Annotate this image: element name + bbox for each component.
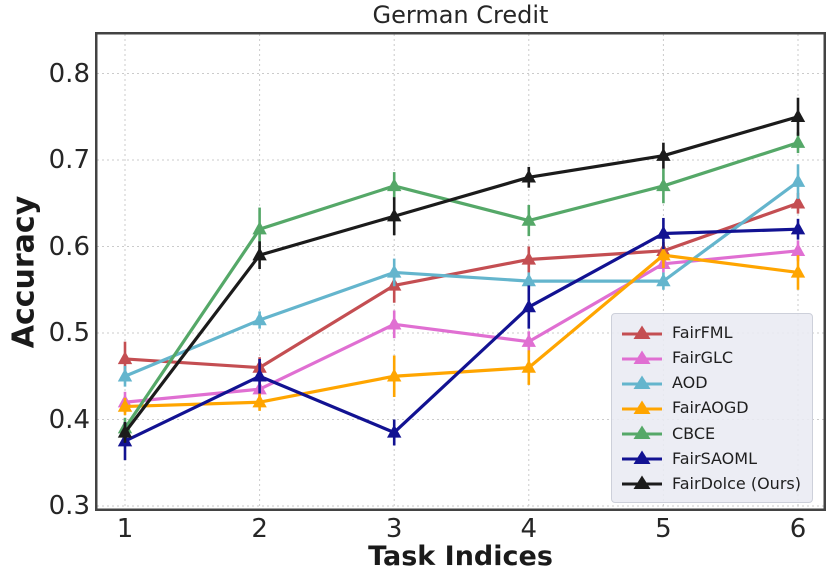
legend-marker-triangle-icon bbox=[622, 400, 662, 414]
legend-label: FairFML bbox=[672, 323, 733, 342]
y-tick-label: 0.3 bbox=[48, 491, 90, 521]
data-point-marker bbox=[252, 247, 267, 261]
legend-entry: FairGLC bbox=[620, 345, 802, 370]
x-tick-label: 3 bbox=[385, 514, 403, 544]
legend-entry: AOD bbox=[620, 370, 802, 395]
series-line bbox=[123, 180, 800, 378]
legend: FairFML FairGLC AOD FairAOGD CBCE FairSAOML Fa… bbox=[611, 313, 813, 503]
data-point-marker bbox=[521, 299, 536, 313]
data-point-marker bbox=[387, 208, 402, 222]
data-point-marker bbox=[252, 394, 267, 408]
series-fairdolce-ours- bbox=[117, 97, 806, 443]
legend-marker-triangle-icon bbox=[622, 350, 662, 364]
data-point-marker bbox=[387, 316, 402, 330]
series-aod bbox=[117, 164, 806, 387]
data-point-marker bbox=[790, 243, 806, 257]
series-fairsaoml bbox=[117, 217, 806, 461]
data-point-marker bbox=[387, 178, 402, 192]
legend-label: FairGLC bbox=[672, 348, 734, 368]
data-point-marker bbox=[790, 264, 806, 278]
data-point-marker bbox=[521, 273, 536, 287]
legend-entry: FairAOGD bbox=[620, 395, 802, 420]
data-point-marker bbox=[521, 212, 536, 226]
data-point-marker bbox=[252, 368, 267, 382]
legend-entry: CBCE bbox=[620, 421, 802, 446]
data-point-marker bbox=[656, 147, 671, 161]
x-tick-label: 4 bbox=[520, 514, 538, 544]
data-point-marker bbox=[521, 251, 536, 265]
legend-label: FairSAOML bbox=[672, 448, 757, 468]
data-point-marker bbox=[656, 247, 671, 261]
x-tick-label: 1 bbox=[116, 514, 134, 544]
data-point-marker bbox=[656, 178, 671, 192]
data-point-marker bbox=[790, 134, 806, 148]
x-axis-label: Task Indices bbox=[368, 541, 553, 572]
data-point-marker bbox=[656, 273, 671, 287]
data-point-marker bbox=[521, 359, 536, 373]
legend-entry: FairFML bbox=[620, 320, 802, 345]
y-tick-label: 0.5 bbox=[48, 318, 90, 348]
legend-label: FairAOGD bbox=[672, 398, 749, 418]
series-line bbox=[123, 249, 800, 404]
legend-label: CBCE bbox=[672, 423, 716, 443]
legend-marker-triangle-icon bbox=[622, 375, 662, 389]
plot-border bbox=[95, 32, 826, 511]
legend-marker-triangle-icon bbox=[622, 475, 662, 490]
data-point-marker bbox=[117, 424, 133, 438]
plot-area bbox=[95, 32, 826, 511]
x-tick-label: 2 bbox=[251, 514, 268, 544]
data-point-marker bbox=[252, 312, 267, 326]
x-tick-label: 5 bbox=[655, 514, 672, 544]
legend-entry: FairDolce (Ours) bbox=[620, 471, 802, 496]
data-point-marker bbox=[521, 169, 536, 183]
legend-marker-triangle-icon bbox=[622, 325, 662, 339]
y-tick-label: 0.4 bbox=[48, 404, 90, 435]
data-point-marker bbox=[117, 398, 133, 412]
legend-label: AOD bbox=[672, 373, 708, 393]
y-tick-label: 0.6 bbox=[48, 231, 90, 262]
legend-marker-triangle-icon bbox=[622, 450, 662, 465]
data-point-marker bbox=[117, 368, 133, 382]
x-tick-label: 6 bbox=[789, 514, 807, 544]
legend-entry: FairSAOML bbox=[620, 446, 802, 471]
data-point-marker bbox=[521, 333, 536, 347]
data-point-marker bbox=[252, 221, 267, 235]
data-point-marker bbox=[790, 221, 806, 235]
data-point-marker bbox=[387, 264, 402, 278]
data-point-marker bbox=[387, 424, 402, 438]
y-tick-label: 0.8 bbox=[48, 58, 90, 89]
series-line bbox=[123, 201, 800, 370]
data-point-marker bbox=[117, 351, 133, 365]
chart-title: German Credit bbox=[372, 1, 549, 29]
series-line bbox=[123, 227, 800, 443]
legend-label: FairDolce (Ours) bbox=[672, 473, 801, 493]
data-point-marker bbox=[790, 173, 806, 187]
series-line bbox=[123, 115, 800, 435]
legend-marker-triangle-icon bbox=[622, 425, 662, 440]
y-tick-label: 0.7 bbox=[48, 145, 90, 175]
series-line bbox=[123, 141, 800, 430]
data-point-marker bbox=[656, 225, 671, 239]
data-point-marker bbox=[790, 108, 806, 122]
data-point-marker bbox=[387, 368, 402, 382]
data-point-marker bbox=[790, 195, 806, 209]
